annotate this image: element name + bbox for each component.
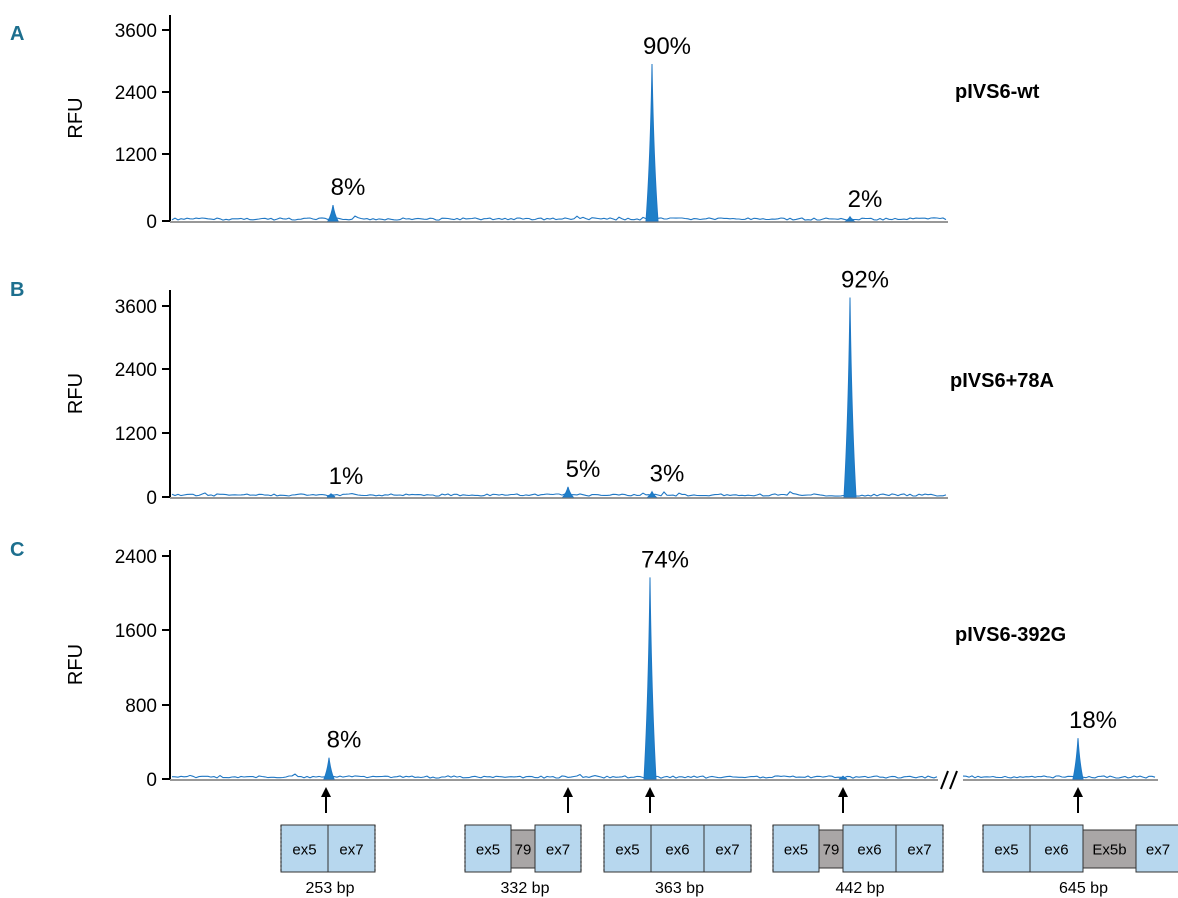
- segment-label-3-3: ex7: [907, 842, 931, 859]
- segment-label-4-3: ex7: [1146, 842, 1170, 859]
- y-axis-label-b: RFU: [65, 373, 87, 414]
- peak-label-a-442: 2%: [848, 186, 883, 213]
- panel-letter-a: A: [10, 23, 24, 45]
- segment-label-3-1: 79: [823, 842, 840, 859]
- arrow-head-3: [838, 787, 848, 797]
- peak-label-b-442: 92%: [841, 267, 889, 294]
- panel-letter-b: B: [10, 279, 24, 301]
- segment-label-1-1: 79: [515, 842, 532, 859]
- peak-b-332: [563, 487, 573, 497]
- y-tick-label-c-800: 800: [125, 696, 157, 717]
- product-size-4: 645 bp: [1059, 880, 1108, 897]
- peak-label-b-253: 1%: [329, 463, 364, 490]
- segment-label-4-0: ex5: [994, 842, 1018, 859]
- segment-label-3-2: ex6: [857, 842, 881, 859]
- segment-label-1-0: ex5: [476, 842, 500, 859]
- peak-a-363: [646, 64, 658, 221]
- y-tick-label-b-2400: 2400: [115, 360, 157, 381]
- peak-c-363: [644, 577, 656, 779]
- product-size-2: 363 bp: [655, 880, 704, 897]
- product-size-3: 442 bp: [836, 880, 885, 897]
- peak-label-b-332: 5%: [566, 456, 601, 483]
- y-tick-label-a-2400: 2400: [115, 83, 157, 104]
- y-tick-label-c-0: 0: [146, 770, 157, 791]
- segment-label-3-0: ex5: [784, 842, 808, 859]
- segment-label-2-2: ex7: [715, 842, 739, 859]
- segment-label-0-1: ex7: [339, 842, 363, 859]
- peak-label-c-253: 8%: [327, 727, 362, 754]
- baseline-trace-c-1: [963, 776, 1155, 778]
- axis-break-mark-2: [950, 771, 957, 789]
- y-tick-label-c-2400: 2400: [115, 547, 157, 568]
- segment-label-2-1: ex6: [665, 842, 689, 859]
- construct-label-c: pIVS6-392G: [955, 624, 1066, 646]
- construct-label-b: pIVS6+78A: [950, 370, 1054, 392]
- y-tick-label-a-1200: 1200: [115, 145, 157, 166]
- axis-break-mark-1: [941, 771, 948, 789]
- segment-label-4-1: ex6: [1044, 842, 1068, 859]
- arrow-head-1: [563, 787, 573, 797]
- peak-label-b-363: 3%: [650, 461, 685, 488]
- peak-a-253: [328, 205, 338, 221]
- segment-label-1-2: ex7: [546, 842, 570, 859]
- peak-b-442: [844, 298, 856, 497]
- product-size-0: 253 bp: [306, 880, 355, 897]
- segment-label-0-0: ex5: [292, 842, 316, 859]
- y-tick-label-b-3600: 3600: [115, 297, 157, 318]
- panel-letter-c: C: [10, 539, 24, 561]
- peak-label-a-363: 90%: [643, 33, 691, 60]
- y-tick-label-b-1200: 1200: [115, 424, 157, 445]
- segment-label-4-2: Ex5b: [1092, 842, 1126, 859]
- arrow-head-2: [645, 787, 655, 797]
- y-tick-label-b-0: 0: [146, 488, 157, 509]
- y-tick-label-c-1600: 1600: [115, 621, 157, 642]
- peak-label-c-645: 18%: [1069, 707, 1117, 734]
- arrow-head-0: [321, 787, 331, 797]
- y-tick-label-a-3600: 3600: [115, 21, 157, 42]
- arrow-head-4: [1073, 787, 1083, 797]
- segment-label-2-0: ex5: [615, 842, 639, 859]
- y-axis-label-c: RFU: [65, 644, 87, 685]
- peak-label-a-253: 8%: [331, 174, 366, 201]
- peak-c-253: [324, 758, 334, 779]
- baseline-trace-a-0: [172, 216, 946, 220]
- y-axis-label-a: RFU: [65, 97, 87, 138]
- construct-label-a: pIVS6-wt: [955, 81, 1040, 103]
- y-tick-label-a-0: 0: [146, 212, 157, 233]
- peak-c-645: [1073, 738, 1083, 779]
- peak-label-c-363: 74%: [641, 546, 689, 573]
- product-size-1: 332 bp: [501, 880, 550, 897]
- baseline-trace-c-0: [172, 774, 937, 778]
- baseline-trace-b-0: [172, 492, 946, 496]
